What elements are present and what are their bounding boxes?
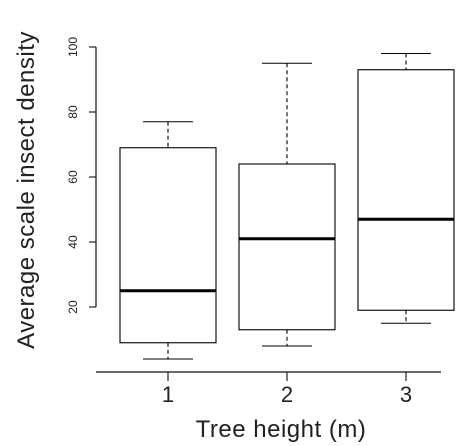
plot-area [119, 52, 455, 360]
y-axis: 20 40 60 80 100 [66, 37, 97, 314]
boxplot-1 [119, 121, 217, 360]
boxplot-3 [357, 52, 455, 324]
boxplot-2 [238, 62, 336, 347]
y-tick-label-60: 60 [66, 170, 80, 184]
y-tick-label-100: 100 [66, 37, 80, 57]
y-tick-label-80: 80 [66, 105, 80, 119]
box [238, 163, 336, 331]
box [119, 147, 217, 344]
x-tick-label-3: 3 [400, 382, 412, 407]
y-tick-label-20: 20 [66, 300, 80, 314]
y-axis-label: Average scale insect density [13, 31, 40, 349]
x-axis-label: Tree height (m) [196, 416, 367, 443]
x-tick-label-2: 2 [281, 382, 293, 407]
x-tick-label-1: 1 [162, 382, 174, 407]
box [357, 69, 455, 311]
x-axis: 1 2 3 [96, 371, 441, 407]
y-tick-label-40: 40 [66, 235, 80, 249]
